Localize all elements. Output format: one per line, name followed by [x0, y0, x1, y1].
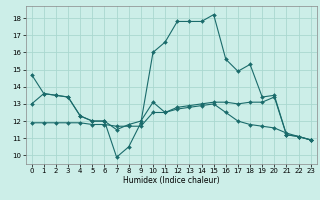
X-axis label: Humidex (Indice chaleur): Humidex (Indice chaleur): [123, 176, 220, 185]
